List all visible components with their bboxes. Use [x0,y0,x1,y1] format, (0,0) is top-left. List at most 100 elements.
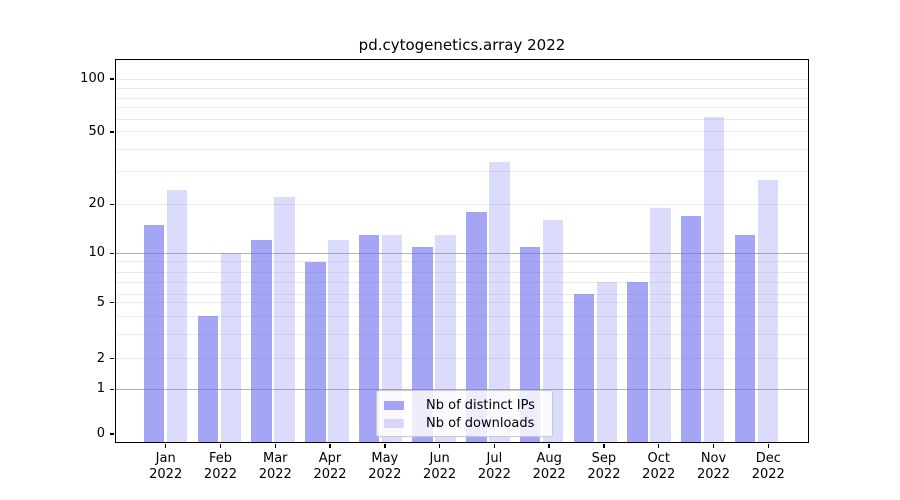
x-tick-label-jun: Jun 2022 [412,451,468,482]
gridline-10 [116,252,808,254]
x-tick-mark-jul [493,443,496,448]
legend-row-downloads: Nb of downloads [377,415,552,433]
x-label-year: 2022 [696,466,731,482]
y-tick-mark-0 [110,433,114,435]
bar-mar-downloads [274,196,295,443]
legend-row-distinct-ips: Nb of distinct IPs [377,397,552,415]
x-tick-label-may: May 2022 [357,451,413,482]
y-tick-label-20: 20 [88,196,105,212]
x-label-month: Oct [647,451,670,466]
x-tick-label-oct: Oct 2022 [631,451,687,482]
x-label-month: Dec [755,451,781,466]
y-tick-mark-5 [110,301,114,304]
gridline-50 [116,131,808,133]
bar-jul-distinct-ips [466,211,487,443]
x-label-year: 2022 [258,466,292,482]
y-tick-mark-50 [110,131,114,133]
bar-sep-downloads [596,282,618,443]
y-tick-label-2: 2 [96,350,105,366]
y-tick-label-100: 100 [80,71,105,87]
bar-dec-downloads [757,180,779,443]
gridline-20 [116,203,808,205]
bar-apr-distinct-ips [305,261,326,443]
x-tick-mark-oct [657,443,660,448]
x-tick-mark-jan [164,443,167,448]
x-label-year: 2022 [368,466,402,482]
bar-jan-distinct-ips [143,224,165,443]
x-label-month: Nov [700,451,727,466]
x-tick-mark-feb [219,443,222,448]
bar-nov-distinct-ips [680,215,702,443]
x-label-year: 2022 [642,466,676,482]
x-label-month: Jan [155,451,176,466]
x-label-year: 2022 [751,466,785,482]
y-tick-label-50: 50 [88,123,105,139]
x-label-year: 2022 [532,466,566,482]
x-tick-label-jul: Jul 2022 [466,451,522,482]
x-tick-mark-sep [603,443,605,448]
x-label-month: Apr [318,451,342,466]
x-tick-label-apr: Apr 2022 [302,451,358,482]
gridline-1 [116,388,808,390]
bar-nov-downloads [703,116,725,443]
y-tick-label-5: 5 [96,294,105,310]
y-tick-mark-100 [110,78,114,80]
x-label-month: Mar [262,451,288,466]
x-tick-label-feb: Feb 2022 [192,451,248,482]
x-label-month: Aug [536,451,562,466]
gridline-9 [116,261,808,263]
bar-oct-distinct-ips [627,282,648,443]
bar-dec-distinct-ips [734,234,756,443]
gridline-100 [116,78,808,80]
x-tick-mark-may [384,443,386,448]
bar-aug-downloads [542,220,564,443]
gridline-7 [116,281,808,283]
x-tick-mark-apr [329,443,331,448]
gridline-80 [116,98,808,100]
legend-swatch-downloads [384,419,404,428]
gridline-6 [116,293,808,295]
x-label-month: Feb [208,451,232,466]
bar-oct-downloads [650,207,671,443]
x-tick-label-aug: Aug 2022 [521,451,577,482]
x-label-year: 2022 [587,466,621,482]
bar-jul-downloads [489,162,510,443]
bar-feb-downloads [220,253,242,443]
x-tick-mark-aug [548,443,550,448]
gridline-2 [116,358,808,359]
y-tick-mark-1 [110,388,114,391]
x-tick-label-mar: Mar 2022 [247,451,303,482]
x-label-year: 2022 [477,466,511,482]
legend-swatch-distinct-ips [384,401,404,410]
gridline-40 [116,149,808,151]
legend: Nb of distinct IPs Nb of downloads [376,390,553,437]
bar-feb-distinct-ips [197,316,219,443]
x-label-year: 2022 [203,466,238,482]
x-label-month: May [371,451,399,466]
y-tick-label-10: 10 [88,245,105,261]
gridline-70 [116,106,808,108]
y-tick-mark-10 [110,252,114,255]
x-label-year: 2022 [149,466,183,482]
gridline-60 [116,119,808,120]
y-tick-label-1: 1 [96,381,105,397]
gridline-90 [116,88,808,90]
bar-mar-distinct-ips [251,240,272,443]
gridline-30 [116,171,808,173]
y-tick-label-0: 0 [96,426,105,442]
gridline-5 [116,302,808,303]
x-tick-label-nov: Nov 2022 [686,451,742,482]
bar-jan-downloads [166,189,188,443]
y-tick-mark-2 [110,357,114,360]
plot-area [115,59,809,443]
bar-may-distinct-ips [358,234,380,443]
legend-label-downloads: Nb of downloads [426,416,535,431]
chart-title: pd.cytogenetics.array 2022 [358,36,566,54]
x-label-year: 2022 [313,466,347,482]
gridline-8 [116,272,808,273]
legend-label-distinct-ips: Nb of distinct IPs [426,398,535,413]
x-tick-mark-jun [438,443,441,448]
bar-apr-downloads [328,240,349,443]
x-tick-mark-nov [712,443,715,448]
